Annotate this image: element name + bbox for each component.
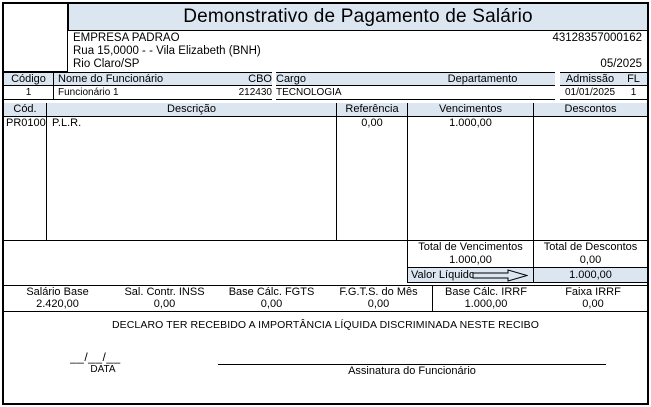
logo-placeholder xyxy=(4,4,68,72)
employee-cargo: TECNOLOGIA xyxy=(276,86,426,100)
earning-cod: PR0100 xyxy=(6,117,47,130)
signature-label: Assinatura do Funcionário xyxy=(348,365,476,377)
competencia: 05/2025 xyxy=(600,58,642,70)
employee-cbo: 212430 xyxy=(234,86,272,100)
total-vencimentos-value: 1.000,00 xyxy=(408,254,534,268)
col-header-vencimentos: Vencimentos xyxy=(408,103,534,117)
col-header-nome: Nome do Funcionário xyxy=(54,72,234,86)
col-header-descontos: Descontos xyxy=(534,103,647,117)
employee-fl: 1 xyxy=(620,86,647,100)
col-header-fl: FL xyxy=(620,72,647,86)
col-header-cbo: CBO xyxy=(234,72,272,86)
col-header-referencia: Referência xyxy=(337,103,408,117)
base-header-1: Sal. Contr. INSS xyxy=(111,285,218,298)
base-header-5: Faixa IRRF xyxy=(539,285,647,298)
company-name: EMPRESA PADRAO xyxy=(73,32,180,44)
total-vencimentos-label: Total de Vencimentos xyxy=(408,241,534,254)
base-value-5: 0,00 xyxy=(539,298,647,312)
right-arrow-icon xyxy=(472,269,528,282)
document-title-text: Demonstrativo de Pagamento de Salário xyxy=(183,6,533,27)
earnings-body-descontos xyxy=(534,130,647,240)
date-label: DATA xyxy=(90,364,116,375)
earning-descricao: P.L.R. xyxy=(47,117,337,130)
earnings-body-vencimentos xyxy=(408,130,534,240)
earnings-body-referencia xyxy=(337,130,408,240)
earnings-body-descricao xyxy=(47,130,337,240)
total-descontos-value: 0,00 xyxy=(534,254,647,268)
col-header-codigo: Código xyxy=(4,72,54,86)
base-header-2: Base Cálc. FGTS xyxy=(218,285,325,298)
employee-admissao: 01/01/2025 xyxy=(560,86,620,100)
base-value-4: 1.000,00 xyxy=(432,298,539,312)
col-header-departamento: Departamento xyxy=(410,72,555,86)
base-value-0: 2.420,00 xyxy=(4,298,111,312)
earnings-bottom-rule xyxy=(4,240,647,241)
employee-codigo: 1 xyxy=(4,86,54,100)
base-header-0: Salário Base xyxy=(4,285,111,298)
declaration-text: DECLARO TER RECEBIDO A IMPORTÂNCIA LÍQUI… xyxy=(111,318,540,331)
earning-descontos xyxy=(534,117,647,130)
base-value-2: 0,00 xyxy=(218,298,325,312)
earning-vencimentos: 1.000,00 xyxy=(408,117,534,130)
date-placeholder: __/__/__ xyxy=(70,350,121,364)
signature-line xyxy=(218,363,606,365)
employee-departamento xyxy=(410,86,555,100)
valor-liquido-value: 1.000,00 xyxy=(534,268,647,283)
employee-nome: Funcionário 1 xyxy=(54,86,234,100)
document-title: Demonstrativo de Pagamento de Salário xyxy=(68,4,647,31)
col-header-descricao: Descrição xyxy=(47,103,337,117)
total-descontos-label: Total de Descontos xyxy=(543,241,638,253)
col-header-cod: Cód. xyxy=(4,103,47,117)
base-header-3: F.G.T.S. do Mês xyxy=(325,285,432,298)
valor-liquido-label: Valor Líquido xyxy=(408,268,534,283)
base-value-3: 0,00 xyxy=(325,298,432,312)
col-header-cargo: Cargo xyxy=(276,72,426,86)
base-value-1: 0,00 xyxy=(111,298,218,312)
company-cnpj: 43128357000162 xyxy=(552,32,642,44)
base-header-4: Base Cálc. IRRF xyxy=(432,285,539,298)
earnings-body-cod xyxy=(4,130,47,240)
col-header-admissao: Admissão xyxy=(560,72,620,86)
earning-referencia: 0,00 xyxy=(337,117,408,130)
blank-area xyxy=(4,241,408,283)
company-city: Rio Claro/SP xyxy=(73,58,140,70)
company-address: Rua 15,0000 - - Vila Elizabeth (BNH) xyxy=(73,45,261,57)
